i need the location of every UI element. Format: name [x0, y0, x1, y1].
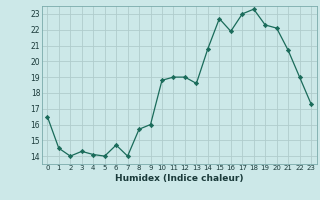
X-axis label: Humidex (Indice chaleur): Humidex (Indice chaleur): [115, 174, 244, 183]
